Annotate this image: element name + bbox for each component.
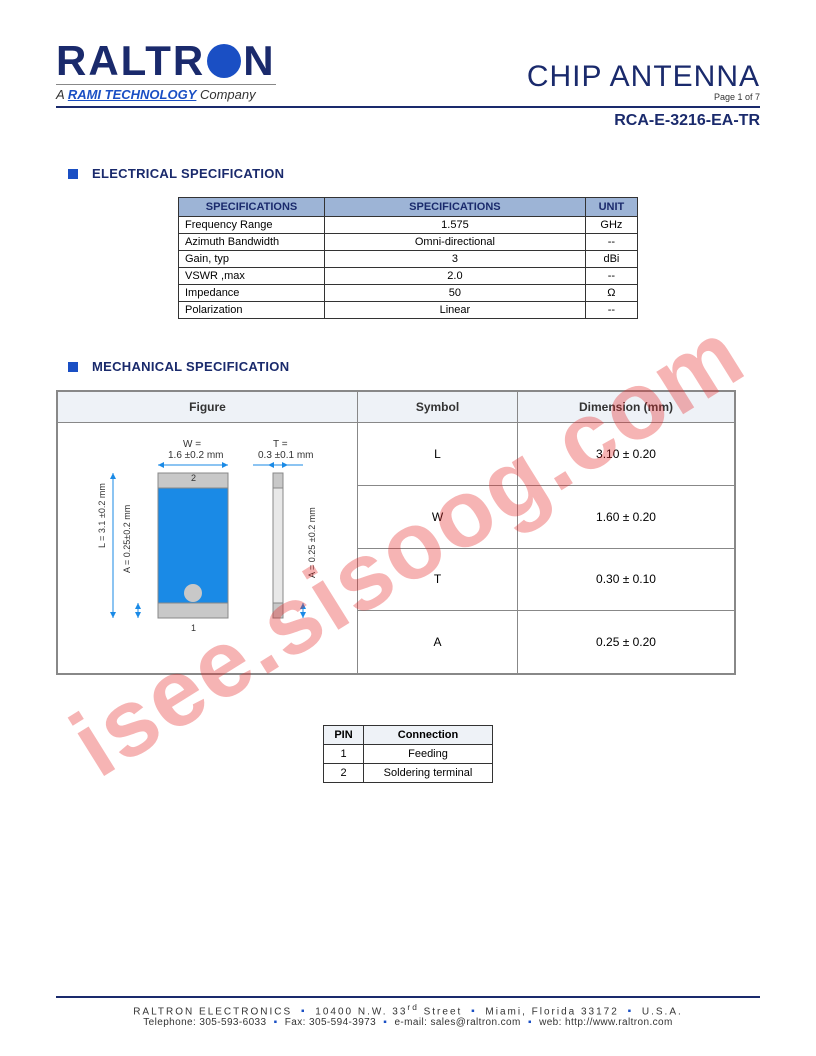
symbol-cell: A	[358, 611, 518, 674]
footer-addr: 10400 N.W. 33	[315, 1006, 407, 1017]
dim-cell: 0.30 ± 0.10	[518, 548, 735, 611]
section-mechanical-head: MECHANICAL SPECIFICATION	[68, 359, 760, 374]
logo-text-before: RALTR	[56, 40, 205, 82]
pin2-label: 2	[191, 473, 196, 483]
col-unit: UNIT	[585, 198, 637, 217]
web-link[interactable]: http://www.raltron.com	[565, 1017, 673, 1028]
footer: RALTRON ELECTRONICS ▪ 10400 N.W. 33rd St…	[56, 996, 760, 1028]
logo: RALTR N	[56, 40, 276, 82]
footer-addr-sup: rd	[407, 1002, 418, 1012]
tel-value: 305-593-6033	[199, 1017, 266, 1028]
col-spec1: SPECIFICATIONS	[179, 198, 325, 217]
mechanical-table: Figure Symbol Dimension (mm) W = 1.6 ±0.…	[57, 391, 735, 674]
separator-icon: ▪	[301, 1006, 307, 1017]
section-electrical-head: ELECTRICAL SPECIFICATION	[68, 166, 760, 181]
logo-text-after: N	[243, 40, 275, 82]
symbol-cell: T	[358, 548, 518, 611]
table-header-row: SPECIFICATIONS SPECIFICATIONS UNIT	[179, 198, 638, 217]
col-figure: Figure	[58, 392, 358, 423]
email-link[interactable]: sales@raltron.com	[430, 1017, 520, 1028]
footer-company: RALTRON ELECTRONICS	[133, 1006, 292, 1017]
page: RALTR N A RAMI TECHNOLOGY Company CHIP A…	[0, 0, 816, 1056]
separator-icon: ▪	[528, 1017, 532, 1028]
email-label: e-mail:	[394, 1017, 427, 1028]
footer-addr2: Street	[419, 1006, 462, 1017]
pin1-label: 1	[191, 623, 196, 633]
symbol-cell: W	[358, 485, 518, 548]
part-number: RCA-E-3216-EA-TR	[56, 112, 760, 130]
w-label: W =	[183, 439, 201, 450]
table-row: Gain, typ3dBi	[179, 251, 638, 268]
electrical-table: SPECIFICATIONS SPECIFICATIONS UNIT Frequ…	[178, 197, 638, 319]
a-label: A = 0.25±0.2 mm	[122, 505, 132, 573]
w-val: 1.6 ±0.2 mm	[168, 450, 224, 461]
tel-label: Telephone:	[143, 1017, 196, 1028]
footer-line1: RALTRON ELECTRONICS ▪ 10400 N.W. 33rd St…	[56, 1002, 760, 1017]
logo-dot-icon	[207, 44, 241, 78]
dim-cell: 1.60 ± 0.20	[518, 485, 735, 548]
table-row: Impedance50Ω	[179, 285, 638, 302]
fax-label: Fax:	[285, 1017, 306, 1028]
t-label: T =	[273, 439, 288, 450]
a2-label: A = 0.25 ±0.2 mm	[307, 507, 317, 578]
title-block: CHIP ANTENNA Page 1 of 7	[527, 60, 760, 102]
footer-country: U.S.A.	[642, 1006, 683, 1017]
tagline-brand: RAMI TECHNOLOGY	[68, 87, 197, 102]
table-header-row: PIN Connection	[324, 726, 493, 745]
separator-icon: ▪	[383, 1017, 387, 1028]
header-rule	[56, 106, 760, 108]
tagline-suffix: Company	[196, 87, 255, 102]
doc-title: CHIP ANTENNA	[527, 60, 760, 94]
dim-cell: 0.25 ± 0.20	[518, 611, 735, 674]
table-row: Frequency Range1.575GHz	[179, 217, 638, 234]
square-bullet-icon	[68, 169, 78, 179]
col-pin: PIN	[324, 726, 364, 745]
figure-cell: W = 1.6 ±0.2 mm T = 0.3 ±0.1 mm	[58, 423, 358, 674]
symbol-cell: L	[358, 423, 518, 486]
table-row: PolarizationLinear--	[179, 302, 638, 319]
fax-value: 305-594-3973	[309, 1017, 376, 1028]
table-row: 2Soldering terminal	[324, 764, 493, 783]
dim-cell: 3.10 ± 0.20	[518, 423, 735, 486]
section-mechanical-title: MECHANICAL SPECIFICATION	[92, 359, 289, 374]
chip-figure-icon: W = 1.6 ±0.2 mm T = 0.3 ±0.1 mm	[73, 433, 343, 663]
table-row: W = 1.6 ±0.2 mm T = 0.3 ±0.1 mm	[58, 423, 735, 486]
table-row: VSWR ,max2.0--	[179, 268, 638, 285]
mechanical-table-wrap: Figure Symbol Dimension (mm) W = 1.6 ±0.…	[56, 390, 736, 675]
col-spec2: SPECIFICATIONS	[325, 198, 586, 217]
col-connection: Connection	[364, 726, 493, 745]
footer-rule	[56, 996, 760, 998]
web-label: web:	[539, 1017, 562, 1028]
section-electrical-title: ELECTRICAL SPECIFICATION	[92, 166, 284, 181]
l-label: L = 3.1 ±0.2 mm	[97, 483, 107, 548]
square-bullet-icon	[68, 362, 78, 372]
t-val: 0.3 ±0.1 mm	[258, 450, 314, 461]
table-row: Azimuth BandwidthOmni-directional--	[179, 234, 638, 251]
separator-icon: ▪	[274, 1017, 278, 1028]
tagline: A RAMI TECHNOLOGY Company	[56, 84, 276, 102]
col-dimension: Dimension (mm)	[518, 392, 735, 423]
header: RALTR N A RAMI TECHNOLOGY Company CHIP A…	[56, 40, 760, 102]
col-symbol: Symbol	[358, 392, 518, 423]
tagline-prefix: A	[56, 87, 68, 102]
separator-icon: ▪	[471, 1006, 477, 1017]
pin-table: PIN Connection 1Feeding 2Soldering termi…	[323, 725, 493, 783]
footer-line2: Telephone: 305-593-6033 ▪ Fax: 305-594-3…	[56, 1017, 760, 1028]
table-row: 1Feeding	[324, 745, 493, 764]
table-header-row: Figure Symbol Dimension (mm)	[58, 392, 735, 423]
footer-city: Miami, Florida 33172	[485, 1006, 618, 1017]
separator-icon: ▪	[628, 1006, 634, 1017]
logo-block: RALTR N A RAMI TECHNOLOGY Company	[56, 40, 276, 102]
